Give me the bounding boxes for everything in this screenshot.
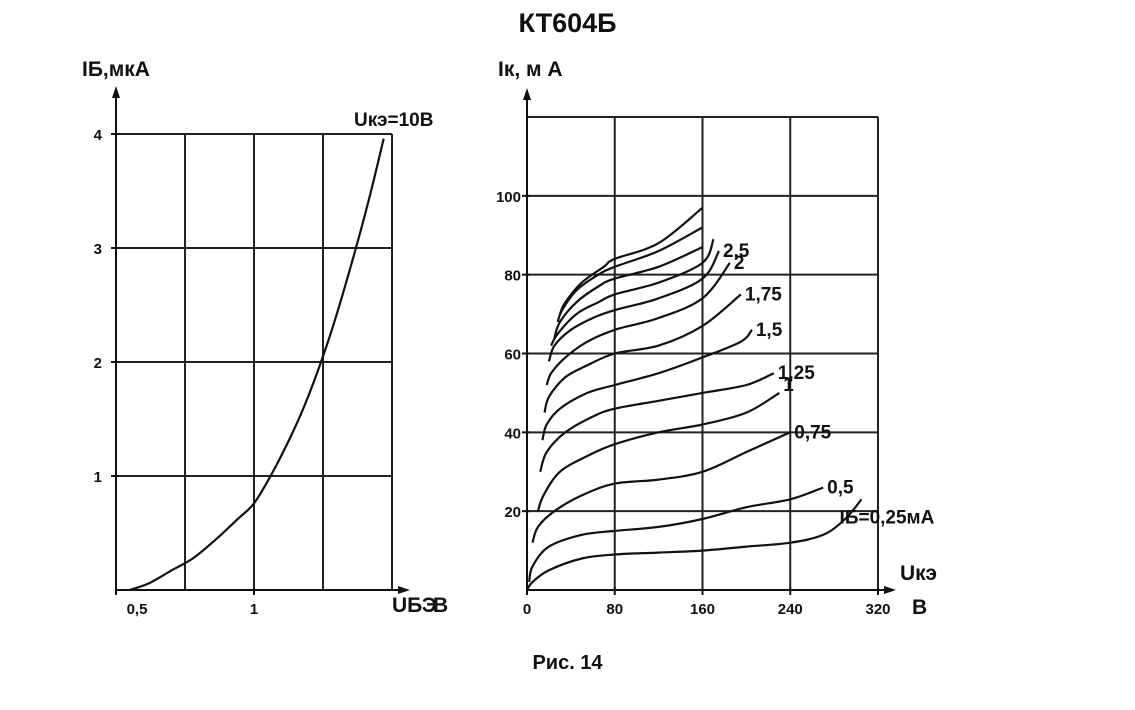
right-series-curve (543, 293, 742, 413)
right-series-curve (553, 246, 703, 339)
right-x-tick-label: 240 (778, 601, 803, 618)
right-y-tick-label: 20 (504, 504, 521, 521)
right-x-tick-label: 160 (690, 601, 715, 618)
right-series-label: 0,75 (794, 422, 831, 443)
right-series-curve (528, 486, 824, 583)
left-x-tick-label: 0,5 (127, 601, 148, 618)
right-series-curve (536, 391, 780, 512)
left-x-tick-label: 1 (250, 601, 258, 618)
right-y-tick-label: 100 (496, 189, 521, 206)
right-series-curve (547, 250, 720, 362)
figure-caption: Рис. 14 (532, 652, 603, 674)
right-x-tick-label: 80 (606, 601, 623, 618)
left-curve-label: Uкэ=10В (354, 110, 433, 131)
figure-title: КТ604Б (518, 8, 617, 38)
right-series-label: 0,5 (827, 478, 854, 499)
left-y-axis-label: IБ,мкА (82, 58, 150, 81)
right-series-curve (545, 262, 731, 386)
left-x-axis-unit: В (433, 594, 448, 617)
left-series-curve (129, 138, 385, 592)
right-series-label: 1,5 (756, 320, 783, 341)
left-y-axis-arrow (112, 86, 120, 98)
right-series-curve (531, 431, 791, 544)
right-x-axis-label: Uкэ (900, 562, 937, 585)
right-series-curve (539, 372, 775, 473)
right-series-curve (526, 498, 863, 591)
right-x-axis-unit: В (912, 596, 927, 619)
right-series-label: 2,5 (723, 241, 750, 262)
right-series-curve (541, 329, 753, 441)
right-series-label: IБ=0,25мА (840, 507, 935, 528)
right-y-tick-label: 60 (504, 347, 521, 364)
right-x-tick-label: 320 (865, 601, 890, 618)
left-y-tick-label: 3 (94, 241, 102, 258)
left-x-axis-arrow (398, 586, 410, 594)
right-series-curve (558, 206, 704, 315)
right-series-label: 1 (783, 375, 794, 396)
left-y-tick-label: 4 (94, 127, 103, 144)
right-series-label: 1,75 (745, 284, 782, 305)
left-y-tick-label: 2 (94, 355, 102, 372)
right-series-label: 2 (734, 253, 745, 274)
right-y-axis-label: Iк, м А (498, 58, 563, 81)
right-x-tick-label: 0 (523, 601, 531, 618)
right-x-axis-arrow (884, 586, 896, 594)
right-series-label: 1,25 (778, 363, 815, 384)
left-y-tick-label: 1 (94, 469, 102, 486)
right-y-tick-label: 80 (504, 268, 521, 285)
left-x-axis-label: UБЭ (392, 594, 437, 617)
right-series-curve (550, 238, 715, 347)
right-y-axis-arrow (523, 88, 531, 100)
right-y-tick-label: 40 (504, 425, 521, 442)
